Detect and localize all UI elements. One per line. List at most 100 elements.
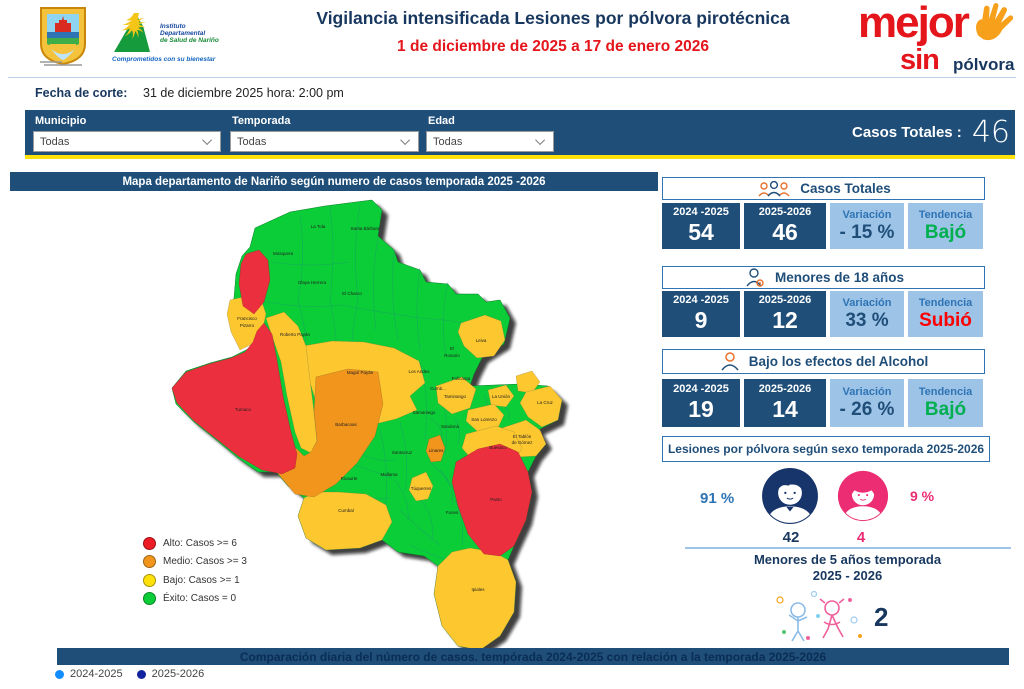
svg-text:San Lorenzo: San Lorenzo <box>471 417 497 422</box>
edad-dropdown-value: Todas <box>433 135 463 148</box>
legend-dot-2025-2026[interactable] <box>136 669 146 679</box>
card-alcohol-header: Bajo los efectos del Alcohol <box>662 349 985 374</box>
header-divider <box>8 77 1016 78</box>
hand-icon <box>976 2 1014 41</box>
edad-filter-label: Edad <box>428 115 455 127</box>
cell-variacion: Variación 33 % <box>830 291 904 337</box>
map-legend: Alto: Casos >= 6 Medio: Casos >= 3 Bajo:… <box>143 534 247 608</box>
person-badge-icon <box>746 267 764 287</box>
casos-totales-banner: Casos Totales : 46 <box>852 110 1010 155</box>
municipality-la-cruz <box>519 385 563 428</box>
municipality-linares <box>425 434 446 463</box>
bottom-section-title: Comparación diaria del número de casos. … <box>57 648 1009 665</box>
svg-text:La Unión: La Unión <box>492 394 511 399</box>
section-divider <box>685 547 1011 549</box>
temporada-dropdown[interactable]: Todas <box>230 131 419 152</box>
svg-text:Leiva: Leiva <box>476 338 487 343</box>
legend-label-2025-2026: 2025-2026 <box>151 668 205 680</box>
alto-color-dot <box>143 536 156 550</box>
sexo-section-title: Lesiones por pólvora según sexo temporad… <box>662 436 990 462</box>
cell-2025-2026: 2025-2026 14 <box>744 379 826 427</box>
legend-label: Bajo: Casos >= 1 <box>163 574 240 586</box>
municipality-ipiales <box>433 547 517 651</box>
narino-map[interactable]: La Tola Santa Bárbara Mosquera Olaya Her… <box>0 190 660 689</box>
legend-item-exito: Éxito: Casos = 0 <box>143 590 247 609</box>
svg-text:Policarpa: Policarpa <box>452 376 471 381</box>
legend-label-2024-2025: 2024-2025 <box>70 668 123 680</box>
cell-2024-2025: 2024 -2025 54 <box>662 203 740 249</box>
card-menores18-header: Menores de 18 años <box>662 266 985 289</box>
idsn-triangle-icon <box>114 13 158 52</box>
menores5-value: 2 <box>874 602 889 632</box>
svg-text:La Cruz: La Cruz <box>537 400 554 405</box>
male-percentage: 91 % <box>700 490 735 507</box>
chevron-down-icon <box>535 135 546 146</box>
female-count: 4 <box>856 529 866 546</box>
casos-totales-banner-label: Casos Totales : <box>852 124 962 141</box>
municipality-san-pablo <box>515 370 541 394</box>
municipio-filter-label: Municipio <box>35 115 87 127</box>
legend-dot-2024-2025[interactable] <box>55 669 64 679</box>
svg-text:Sandoná: Sandoná <box>441 424 460 429</box>
gobernacion-narino-logo <box>40 7 86 66</box>
svg-text:Mosquera: Mosquera <box>273 251 294 256</box>
yellow-accent-bar <box>25 155 1015 159</box>
svg-text:Santacruz: Santacruz <box>392 450 413 455</box>
svg-text:Funes: Funes <box>446 510 459 515</box>
svg-text:Samaniego: Samaniego <box>413 410 436 415</box>
casos-totales-banner-value: 46 <box>971 115 1010 150</box>
municipality-la-union <box>487 384 515 408</box>
svg-text:Mallama: Mallama <box>380 472 398 477</box>
card-casos-totales-header: Casos Totales <box>662 177 985 200</box>
svg-text:Linares: Linares <box>429 448 445 453</box>
cell-tendencia: Tendencia Subió <box>908 291 983 337</box>
chevron-down-icon <box>202 135 213 146</box>
municipality-nw-red <box>238 249 271 315</box>
legend-label: Éxito: Casos = 0 <box>163 593 237 605</box>
mejor-sin-polvora-logo: mejor sin pólvora <box>856 0 1016 80</box>
svg-text:de Gómez: de Gómez <box>512 440 534 445</box>
children-doodle-icon <box>776 590 862 642</box>
svg-text:Los Andes: Los Andes <box>408 369 430 374</box>
female-percentage: 9 % <box>910 488 935 504</box>
card-title: Casos Totales <box>800 181 891 196</box>
svg-text:El Tablón: El Tablón <box>513 434 532 439</box>
temporada-dropdown-value: Todas <box>237 135 267 148</box>
municipality-tumaco <box>171 322 298 475</box>
map-panel-title: Mapa departamento de Nariño según numero… <box>10 172 658 191</box>
svg-text:Ricaurte: Ricaurte <box>341 476 358 481</box>
edad-dropdown[interactable]: Todas <box>426 131 554 152</box>
svg-text:Roberto Payán: Roberto Payán <box>280 332 311 337</box>
municipality-cumbal <box>297 491 393 551</box>
card-alcohol-cells: 2024 -2025 19 2025-2026 14 Variación - 26 %… <box>662 379 985 427</box>
people-group-icon <box>758 180 790 196</box>
municipality-taminango <box>435 376 477 415</box>
svg-text:Cumbal: Cumbal <box>338 508 354 513</box>
cell-variacion: Variación - 26 % <box>830 379 904 427</box>
svg-text:Taminango: Taminango <box>444 394 467 399</box>
municipality-barbacoas <box>268 368 384 498</box>
page-subtitle: 1 de diciembre de 2025 a 17 de enero 202… <box>397 38 709 55</box>
brand-sin: sin <box>900 44 940 76</box>
fecha-corte-value: 31 de diciembre 2025 hora: 2:00 pm <box>143 86 344 100</box>
svg-text:Pasto: Pasto <box>490 497 502 502</box>
legend-item-medio: Medio: Casos >= 3 <box>143 553 247 572</box>
card-title: Bajo los efectos del Alcohol <box>748 354 929 369</box>
legend-item-alto: Alto: Casos >= 6 <box>143 534 247 553</box>
fecha-corte-label: Fecha de corte: <box>35 86 128 100</box>
municipio-dropdown[interactable]: Todas <box>33 131 221 152</box>
medio-color-dot <box>143 555 156 569</box>
cell-tendencia: Tendencia Bajó <box>908 203 983 249</box>
map-orange-regions[interactable] <box>268 368 446 498</box>
card-menores18-cells: 2024 -2025 9 2025-2026 12 Variación 33 % Te… <box>662 291 985 337</box>
cell-2024-2025: 2024 -2025 19 <box>662 379 740 427</box>
municipio-dropdown-value: Todas <box>40 135 70 148</box>
svg-text:Buesaco: Buesaco <box>489 445 507 450</box>
svg-text:Francisco: Francisco <box>237 316 257 321</box>
map-red-regions[interactable] <box>171 249 533 557</box>
municipality-pasto <box>451 443 533 557</box>
person-icon <box>721 351 739 370</box>
menores5-title-line1: Menores de 5 años temporada <box>753 552 942 567</box>
idsn-text-1: Instituto <box>160 23 186 30</box>
